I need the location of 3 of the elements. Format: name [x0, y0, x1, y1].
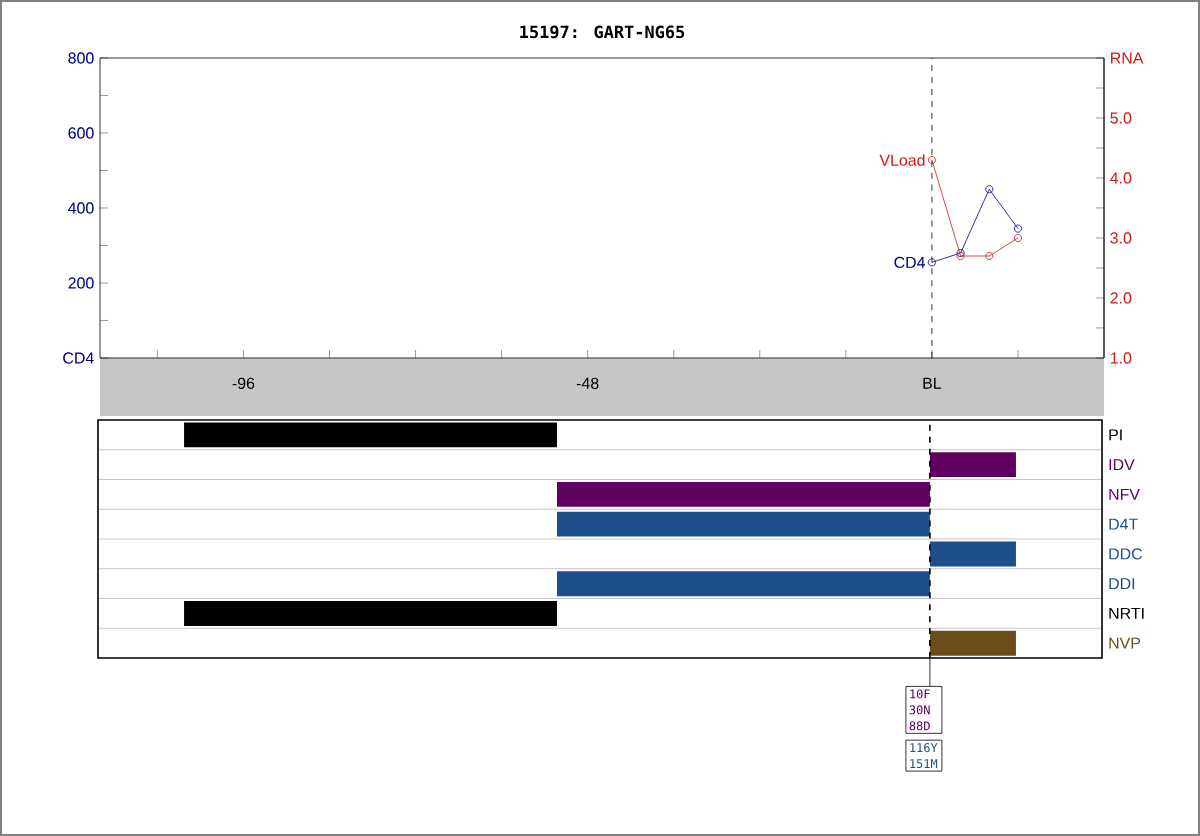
point: [985, 185, 994, 194]
chart-title: 15197: GART-NG65: [520, 25, 685, 39]
point: [985, 252, 994, 260]
